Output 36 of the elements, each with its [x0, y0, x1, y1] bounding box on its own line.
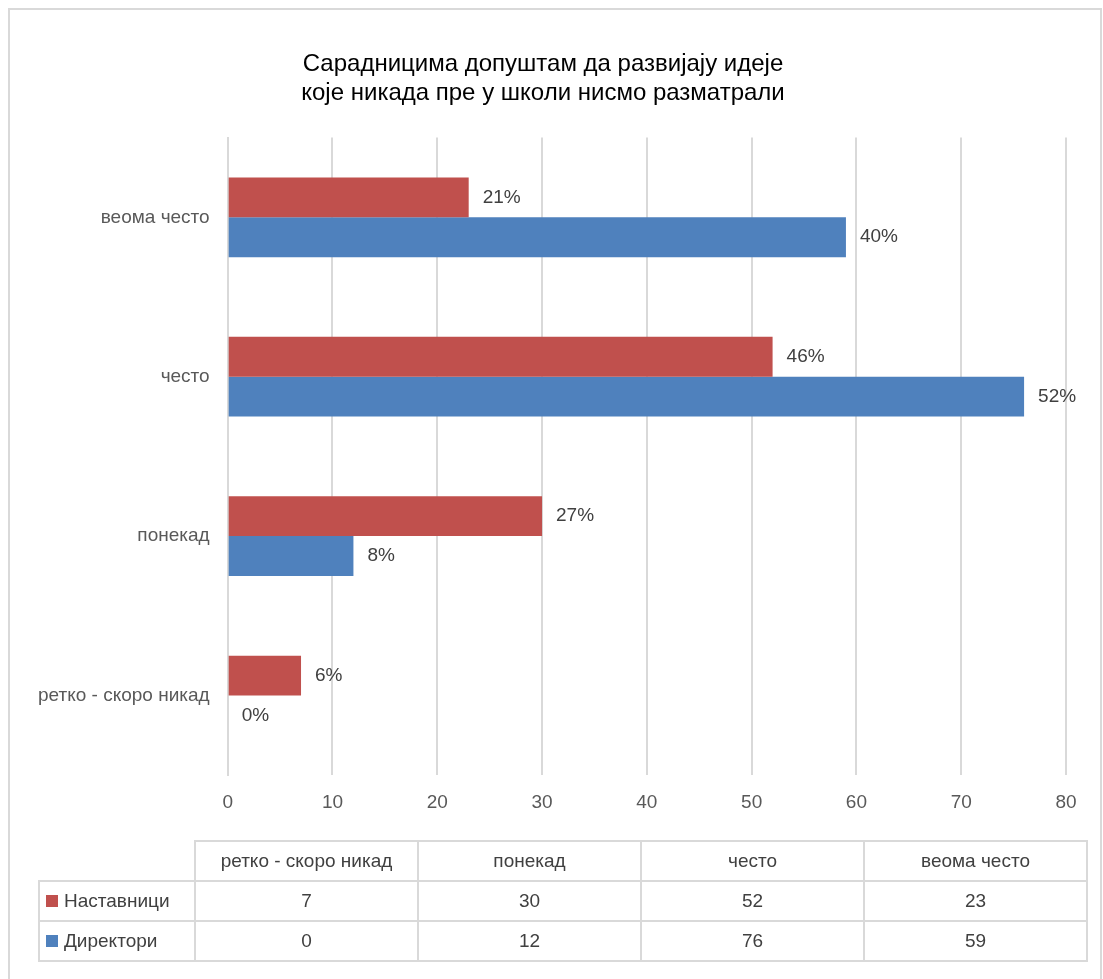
data-label: 76 [641, 921, 864, 961]
legend-label: Наставници [39, 881, 195, 921]
y-tick-label: често [160, 364, 210, 386]
x-tick-label: 80 [1055, 790, 1077, 812]
data-label: 7 [195, 881, 418, 921]
x-tick-label: 50 [741, 790, 763, 812]
annotation: 40% [859, 225, 899, 247]
category-label: понекад [418, 841, 641, 881]
data-label: 52 [641, 881, 864, 921]
chart-title: Сарадницима допуштам да развијају идеје које никада пре у школи нисмо разматрали [301, 49, 785, 105]
annotation: 21% [482, 185, 521, 207]
x-tick-label: 60 [845, 790, 867, 812]
x-tick-label: 70 [950, 790, 972, 812]
y-tick-label: понекад [137, 524, 210, 546]
y-tick-label: веома често [100, 205, 210, 227]
data-label: 0 [195, 921, 418, 961]
y-tick-label: ретко - скоро никад [37, 683, 210, 705]
data-label: 30 [418, 881, 641, 921]
annotation: 8% [367, 544, 395, 566]
annotation: 6% [315, 663, 343, 685]
category-label: веома често [864, 841, 1087, 881]
annotation: 27% [556, 504, 595, 526]
x-tick-label: 30 [531, 790, 553, 812]
x-tick-label: 0 [222, 790, 233, 812]
annotation: 0% [241, 703, 270, 725]
legend-label: Директори [39, 921, 195, 961]
data-label: 59 [864, 921, 1087, 961]
category-label: ретко - скоро никад [195, 841, 418, 881]
x-tick-label: 10 [321, 790, 344, 812]
annotation: 52% [1038, 384, 1077, 406]
annotation: 46% [786, 345, 825, 367]
data-label: 23 [864, 881, 1087, 921]
data-label: 12 [418, 921, 641, 961]
x-tick-label: 40 [636, 790, 658, 812]
category-label: често [641, 841, 864, 881]
x-tick-label: 20 [426, 790, 448, 812]
